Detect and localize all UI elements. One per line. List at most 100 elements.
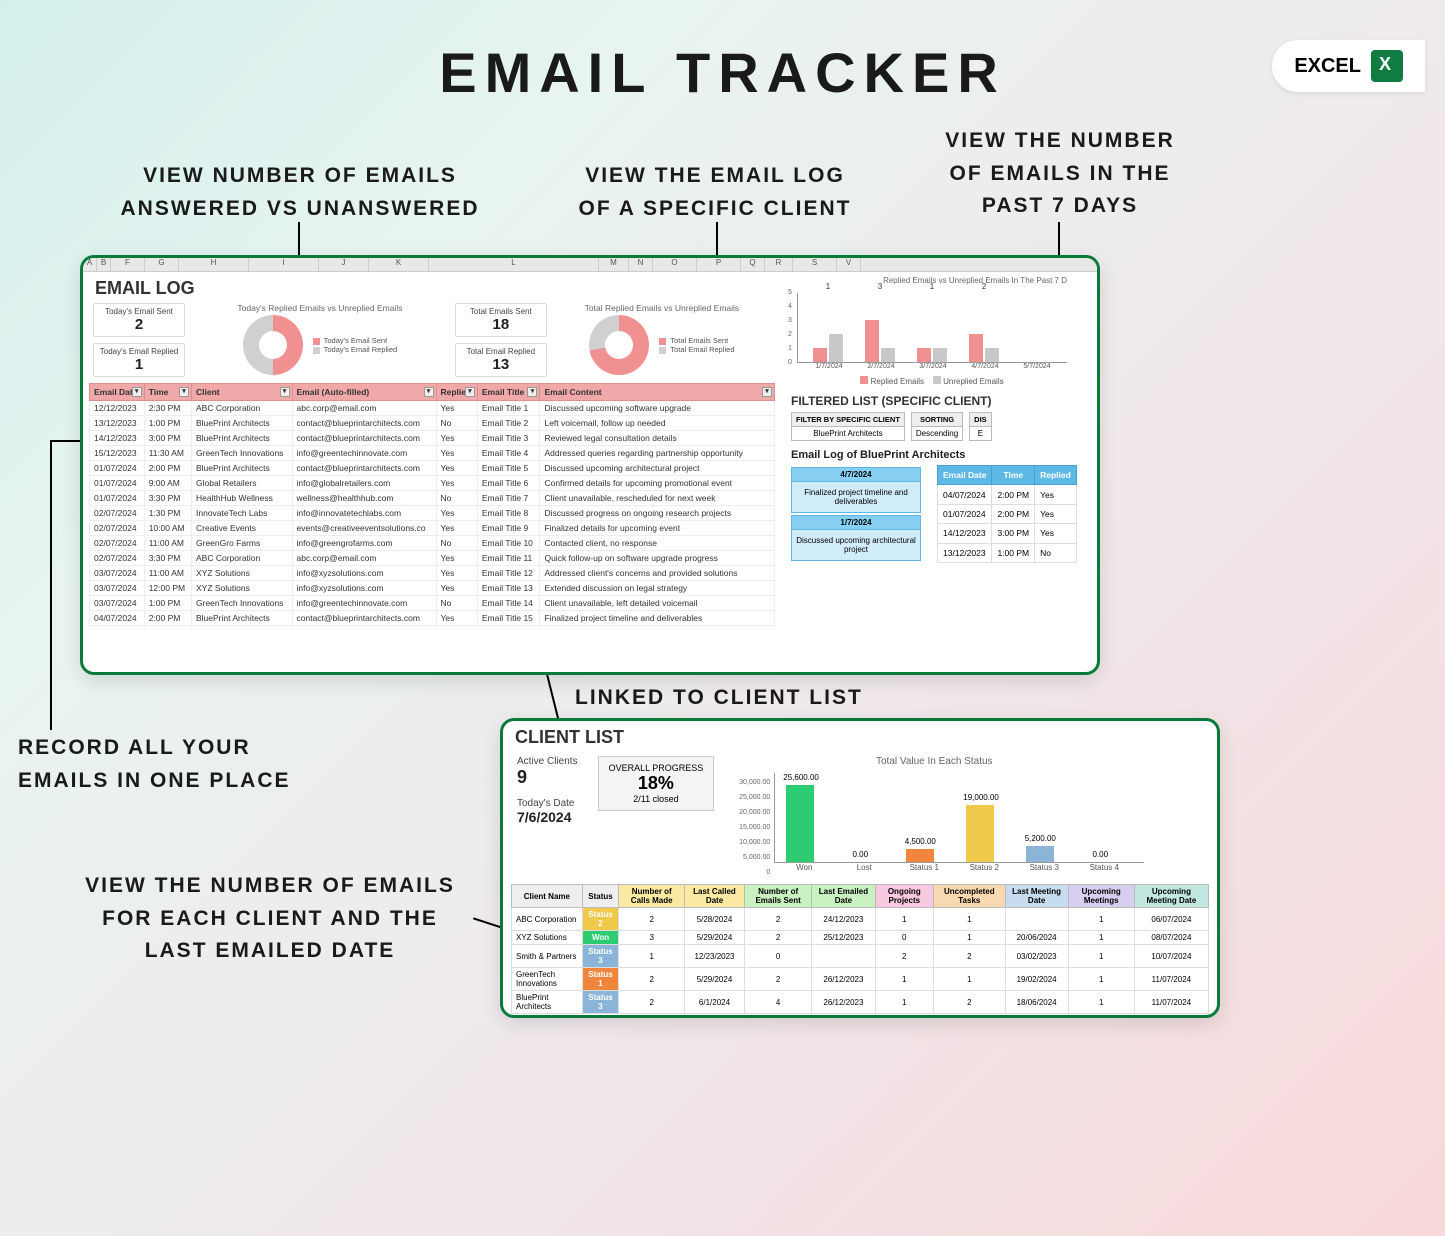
table-header[interactable]: Email (Auto-filled)▾: [292, 384, 436, 401]
table-header[interactable]: Uncompleted Tasks: [934, 885, 1006, 908]
client-list-panel: CLIENT LIST Active Clients 9 Today's Dat…: [500, 718, 1220, 1018]
table-row[interactable]: 13/12/20231:00 PMNo: [938, 543, 1077, 562]
table-header[interactable]: Last Emailed Date: [812, 885, 875, 908]
table-row[interactable]: 01/07/20243:30 PMHealthHub Wellnesswelln…: [90, 491, 775, 506]
donut-total: Total Replied Emails vs Unreplied Emails…: [553, 303, 771, 375]
kpi-today-replied: Today's Email Replied 1: [93, 343, 185, 377]
legend-item: Total Email Replied: [670, 345, 734, 354]
legend-item: Total Emails Sent: [670, 336, 728, 345]
donut-chart-1: [243, 315, 303, 375]
table-row[interactable]: 04/07/20242:00 PMYes: [938, 485, 1077, 504]
callout-answered: VIEW NUMBER OF EMAILSANSWERED VS UNANSWE…: [120, 160, 480, 225]
chart-title: Today's Replied Emails vs Unreplied Emai…: [237, 303, 402, 313]
table-row[interactable]: 03/07/202411:00 AMXYZ Solutionsinfo@xyzs…: [90, 566, 775, 581]
page-title: EMAIL TRACKER: [0, 0, 1445, 105]
filtered-card[interactable]: 4/7/2024Finalized project timeline and d…: [791, 467, 921, 513]
dropdown-icon[interactable]: ▾: [465, 387, 475, 397]
table-row[interactable]: 04/07/20242:00 PMBluePrint Architectscon…: [90, 611, 775, 626]
donut-legend: Today's Email Sent Today's Email Replied: [313, 336, 398, 354]
kpi-value: 2: [96, 316, 182, 333]
table-header[interactable]: Number of Calls Made: [619, 885, 685, 908]
table-header[interactable]: Replied▾: [436, 384, 477, 401]
client-list-title: CLIENT LIST: [503, 721, 1217, 750]
legend-item: Unreplied Emails: [943, 377, 1003, 386]
legend-item: Today's Email Replied: [324, 345, 398, 354]
filter-box[interactable]: FILTER BY SPECIFIC CLIENTBluePrint Archi…: [791, 412, 905, 441]
dropdown-icon[interactable]: ▾: [424, 387, 434, 397]
table-row[interactable]: 01/07/20242:00 PMBluePrint Architectscon…: [90, 461, 775, 476]
table-row[interactable]: 14/12/20233:00 PMYes: [938, 524, 1077, 543]
donut-legend: Total Emails Sent Total Email Replied: [659, 336, 734, 354]
callout-7days: VIEW THE NUMBEROF EMAILS IN THEPAST 7 DA…: [930, 125, 1190, 223]
label: Today's Date: [517, 798, 578, 809]
table-header[interactable]: Email Content▾: [540, 384, 775, 401]
value: 7/6/2024: [517, 809, 578, 825]
value: 18%: [609, 773, 704, 794]
pointer-4b: [50, 440, 82, 442]
table-row[interactable]: 04/07/20243:00 PMGlobal Retailersinfo@gl…: [90, 626, 775, 629]
table-row[interactable]: 03/07/20241:00 PMGreenTech Innovationsin…: [90, 596, 775, 611]
dropdown-icon[interactable]: ▾: [179, 387, 189, 397]
progress-box: OVERALL PROGRESS 18% 2/11 closed: [598, 756, 715, 811]
chart-title: Total Value In Each Status: [734, 756, 1134, 767]
filter-box[interactable]: SORTINGDescending: [911, 412, 963, 441]
filtered-card[interactable]: 1/7/2024Discussed upcoming architectural…: [791, 515, 921, 561]
table-header[interactable]: Ongoing Projects: [875, 885, 933, 908]
table-row[interactable]: 01/07/20242:00 PMYes: [938, 504, 1077, 523]
label: OVERALL PROGRESS: [609, 763, 704, 773]
kpi-value: 13: [458, 356, 544, 373]
filtered-table[interactable]: Email DateTimeReplied04/07/20242:00 PMYe…: [937, 465, 1077, 563]
dropdown-icon[interactable]: ▾: [762, 387, 772, 397]
filter-controls[interactable]: FILTER BY SPECIFIC CLIENTBluePrint Archi…: [791, 412, 1097, 441]
table-row[interactable]: Smith & PartnersStatus 3112/23/202302203…: [512, 945, 1209, 968]
table-header[interactable]: Client Name: [512, 885, 583, 908]
table-row[interactable]: XYZ SolutionsWon35/29/2024225/12/2023012…: [512, 931, 1209, 945]
table-row[interactable]: 02/07/20241:30 PMInnovateTech Labsinfo@i…: [90, 506, 775, 521]
kpi-label: Total Emails Sent: [458, 307, 544, 316]
table-header[interactable]: Last Meeting Date: [1005, 885, 1068, 908]
bars-plot: 0123451312: [797, 293, 1067, 363]
table-row[interactable]: 12/12/20232:30 PMABC Corporationabc.corp…: [90, 401, 775, 416]
kpi-label: Today's Email Sent: [96, 307, 182, 316]
table-row[interactable]: ABC CorporationStatus 225/28/2024224/12/…: [512, 908, 1209, 931]
table-header[interactable]: Upcoming Meeting Date: [1134, 885, 1208, 908]
table-row[interactable]: 03/07/202412:00 PMXYZ Solutionsinfo@xyzs…: [90, 581, 775, 596]
table-row[interactable]: 01/07/20249:00 AMGlobal Retailersinfo@gl…: [90, 476, 775, 491]
dropdown-icon[interactable]: ▾: [132, 387, 142, 397]
email-log-table[interactable]: Email Date▾Time▾Client▾Email (Auto-fille…: [89, 383, 775, 628]
table-row[interactable]: GreenTech InnovationsStatus 125/29/20242…: [512, 968, 1209, 991]
value: 9: [517, 767, 578, 788]
table-row[interactable]: 02/07/202410:00 AMCreative Eventsevents@…: [90, 521, 775, 536]
table-header[interactable]: Last Called Date: [685, 885, 745, 908]
filter-box[interactable]: DISE: [969, 412, 992, 441]
table-row[interactable]: 15/12/202311:30 AMGreenTech Innovationsi…: [90, 446, 775, 461]
bar-x-axis: 1/7/20242/7/20243/7/20244/7/20245/7/2024: [803, 363, 1067, 370]
table-row[interactable]: BluePrint ArchitectsStatus 326/1/2024426…: [512, 991, 1209, 1014]
kpi-value: 18: [458, 316, 544, 333]
table-header[interactable]: Number of Emails Sent: [744, 885, 811, 908]
dropdown-icon[interactable]: ▾: [280, 387, 290, 397]
kpi-label: Today's Email Replied: [96, 347, 182, 356]
table-row[interactable]: 02/07/20243:30 PMABC Corporationabc.corp…: [90, 551, 775, 566]
today-kpis: Today's Email Sent 2 Today's Email Repli…: [93, 303, 185, 377]
excel-badge: EXCEL: [1272, 40, 1425, 92]
callout-client-log: VIEW THE EMAIL LOGOF A SPECIFIC CLIENT: [565, 160, 865, 225]
column-ruler: ABFGHIJKLMNOPQRSV: [83, 258, 1097, 272]
dropdown-icon[interactable]: ▾: [527, 387, 537, 397]
table-header[interactable]: Time▾: [144, 384, 191, 401]
table-header[interactable]: Upcoming Meetings: [1068, 885, 1134, 908]
email-log-panel: ABFGHIJKLMNOPQRSV EMAIL LOG Today's Emai…: [80, 255, 1100, 675]
table-header[interactable]: Email Date▾: [90, 384, 145, 401]
client-table[interactable]: Client NameStatusNumber of Calls MadeLas…: [511, 884, 1209, 1014]
excel-icon: [1371, 50, 1403, 82]
client-bar-chart: Total Value In Each Status 05,000.0010,0…: [734, 756, 1134, 872]
table-row[interactable]: 02/07/202411:00 AMGreenGro Farmsinfo@gre…: [90, 536, 775, 551]
table-row[interactable]: 14/12/20233:00 PMBluePrint Architectscon…: [90, 431, 775, 446]
kpi-today-sent: Today's Email Sent 2: [93, 303, 185, 337]
label: Active Clients: [517, 756, 578, 767]
table-row[interactable]: 13/12/20231:00 PMBluePrint Architectscon…: [90, 416, 775, 431]
table-header[interactable]: Email Title▾: [477, 384, 540, 401]
table-header[interactable]: Status: [582, 885, 619, 908]
table-header[interactable]: Client▾: [192, 384, 293, 401]
kpi-label: Total Email Replied: [458, 347, 544, 356]
